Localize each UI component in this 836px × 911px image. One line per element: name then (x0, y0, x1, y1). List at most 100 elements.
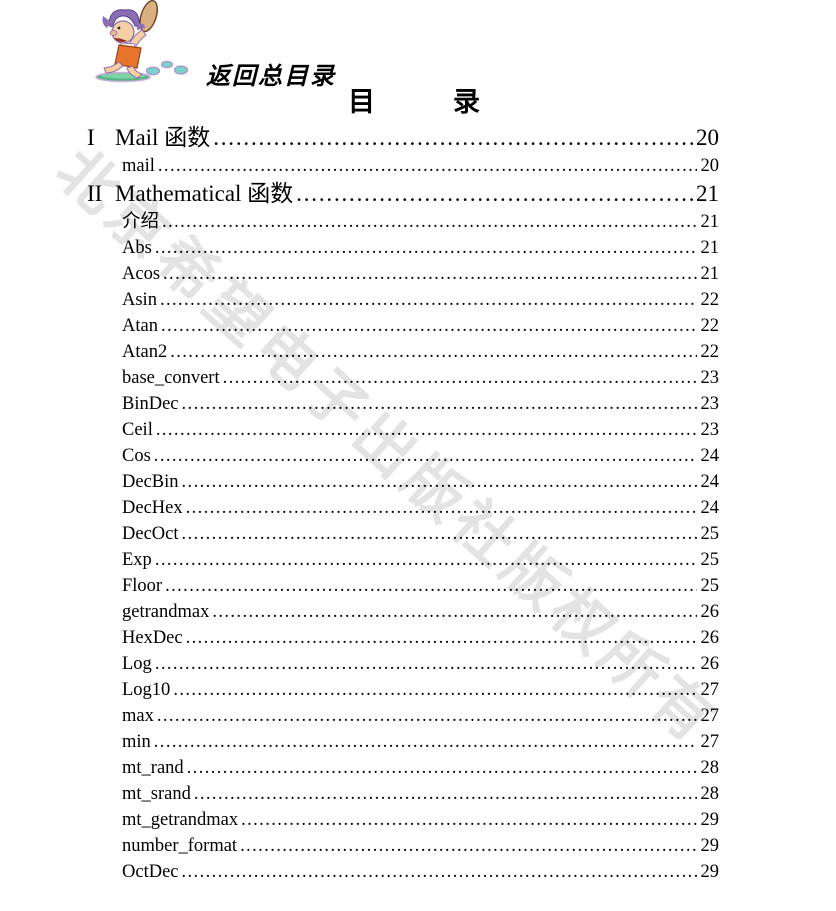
toc-entry-page: 27 (700, 706, 720, 726)
toc-entry-page: 26 (700, 654, 720, 674)
toc-entry-label: DecOct (122, 524, 179, 544)
toc-entry[interactable]: Exp.....................................… (122, 547, 719, 573)
toc-entry-label: mt_getrandmax (122, 810, 239, 830)
toc-entry[interactable]: BinDec..................................… (122, 391, 719, 417)
toc-entry-label: getrandmax (122, 602, 210, 622)
back-to-main-toc-link[interactable]: 返回总目录 (206, 64, 336, 90)
toc-entry-page: 20 (696, 125, 719, 150)
dot-leader: ........................................… (181, 394, 697, 414)
dot-leader: ........................................… (185, 628, 697, 648)
toc-entry-page: 24 (700, 472, 720, 492)
toc-entry[interactable]: mail....................................… (122, 153, 719, 179)
toc-entry-page: 21 (700, 238, 720, 258)
toc-entry-page: 24 (700, 446, 720, 466)
toc-entry-label: Log (122, 654, 152, 674)
toc-entry-page: 25 (700, 576, 720, 596)
toc-list: I Mail 函数................................… (87, 123, 719, 885)
dot-leader: ........................................… (173, 680, 696, 700)
toc-entry-page: 21 (700, 264, 720, 284)
dot-leader: ........................................… (163, 264, 696, 284)
toc-entry-label: Atan2 (122, 342, 168, 362)
toc-entry[interactable]: Asin....................................… (122, 287, 719, 313)
dot-leader: ........................................… (193, 784, 697, 804)
toc-entry-label: Atan (122, 316, 158, 336)
toc-entry[interactable]: base_convert............................… (122, 365, 719, 391)
toc-entry-page: 29 (700, 836, 720, 856)
toc-entry-label: Mathematical 函数 (115, 181, 294, 206)
toc-entry[interactable]: Ceil....................................… (122, 417, 719, 443)
dot-leader: ........................................… (155, 420, 697, 440)
toc-entry[interactable]: mt_getrandmax...........................… (122, 807, 719, 833)
toc-entry[interactable]: mt_rand.................................… (122, 755, 719, 781)
toc-entry-label: Mail 函数 (115, 125, 211, 150)
toc-entry-label: max (122, 706, 154, 726)
toc-entry-label: number_format (122, 836, 238, 856)
toc-entry-page: 28 (700, 784, 720, 804)
toc-entry[interactable]: DecHex..................................… (122, 495, 719, 521)
toc-entry[interactable]: Atan....................................… (122, 313, 719, 339)
toc-entry-label: Log10 (122, 680, 171, 700)
dot-leader: ........................................… (165, 576, 696, 596)
toc-entry-page: 22 (700, 290, 720, 310)
dot-leader: ........................................… (186, 758, 697, 778)
toc-entry-label: Abs (122, 238, 152, 258)
toc-entry-label: Ceil (122, 420, 153, 440)
toc-entry-label: mail (122, 156, 155, 176)
toc-entry-label: Acos (122, 264, 161, 284)
dot-leader: ........................................… (159, 290, 697, 310)
toc-entry[interactable]: Atan2...................................… (122, 339, 719, 365)
dot-leader: ........................................… (181, 524, 697, 544)
toc-entry[interactable]: HexDec..................................… (122, 625, 719, 651)
toc-entry[interactable]: 介绍......................................… (122, 209, 719, 235)
toc-entry-page: 23 (700, 394, 720, 414)
dot-leader: ........................................… (154, 550, 697, 570)
dot-leader: ........................................… (185, 498, 697, 518)
toc-entry[interactable]: Floor...................................… (122, 573, 719, 599)
toc-entry-page: 25 (700, 550, 720, 570)
dot-leader: ........................................… (154, 238, 697, 258)
toc-entry-label: min (122, 732, 151, 752)
dot-leader: ........................................… (160, 316, 697, 336)
toc-entry-label: DecBin (122, 472, 179, 492)
toc-entry-page: 29 (700, 810, 720, 830)
toc-entry-numeral: II (87, 181, 103, 206)
toc-entry[interactable]: Abs.....................................… (122, 235, 719, 261)
toc-entry[interactable]: DecOct..................................… (122, 521, 719, 547)
toc-entry[interactable]: Cos.....................................… (122, 443, 719, 469)
toc-entry[interactable]: I Mail 函数................................… (87, 123, 719, 153)
toc-entry-label: mt_rand (122, 758, 184, 778)
dot-leader: ........................................… (181, 862, 697, 882)
toc-entry[interactable]: getrandmax..............................… (122, 599, 719, 625)
toc-entry-page: 26 (700, 602, 720, 622)
dot-leader: ........................................… (212, 602, 696, 622)
toc-entry[interactable]: OctDec..................................… (122, 859, 719, 885)
dot-leader: ........................................… (154, 654, 697, 674)
toc-entry-page: 27 (700, 732, 720, 752)
toc-entry-page: 25 (700, 524, 720, 544)
toc-entry[interactable]: min.....................................… (122, 729, 719, 755)
dot-leader: ........................................… (296, 181, 695, 206)
toc-entry-page: 23 (700, 420, 720, 440)
dot-leader: ........................................… (213, 125, 695, 150)
toc-entry-label: Cos (122, 446, 151, 466)
toc-entry-page: 27 (700, 680, 720, 700)
toc-entry-label: mt_srand (122, 784, 191, 804)
toc-entry[interactable]: max.....................................… (122, 703, 719, 729)
toc-entry[interactable]: number_format...........................… (122, 833, 719, 859)
toc-entry-page: 22 (700, 316, 720, 336)
toc-entry[interactable]: mt_srand................................… (122, 781, 719, 807)
dot-leader: ........................................… (153, 732, 697, 752)
toc-entry[interactable]: II Mathematical 函数.......................… (87, 179, 719, 209)
toc-entry-label: 介绍 (122, 212, 160, 232)
toc-entry-label: HexDec (122, 628, 183, 648)
dot-leader: ........................................… (156, 706, 697, 726)
dot-leader: ........................................… (162, 212, 696, 232)
toc-entry-label: BinDec (122, 394, 179, 414)
toc-entry[interactable]: Log.....................................… (122, 651, 719, 677)
toc-entry-page: 23 (700, 368, 720, 388)
toc-entry[interactable]: Log10...................................… (122, 677, 719, 703)
dot-leader: ........................................… (181, 472, 697, 492)
toc-entry[interactable]: Acos....................................… (122, 261, 719, 287)
toc-entry[interactable]: DecBin..................................… (122, 469, 719, 495)
